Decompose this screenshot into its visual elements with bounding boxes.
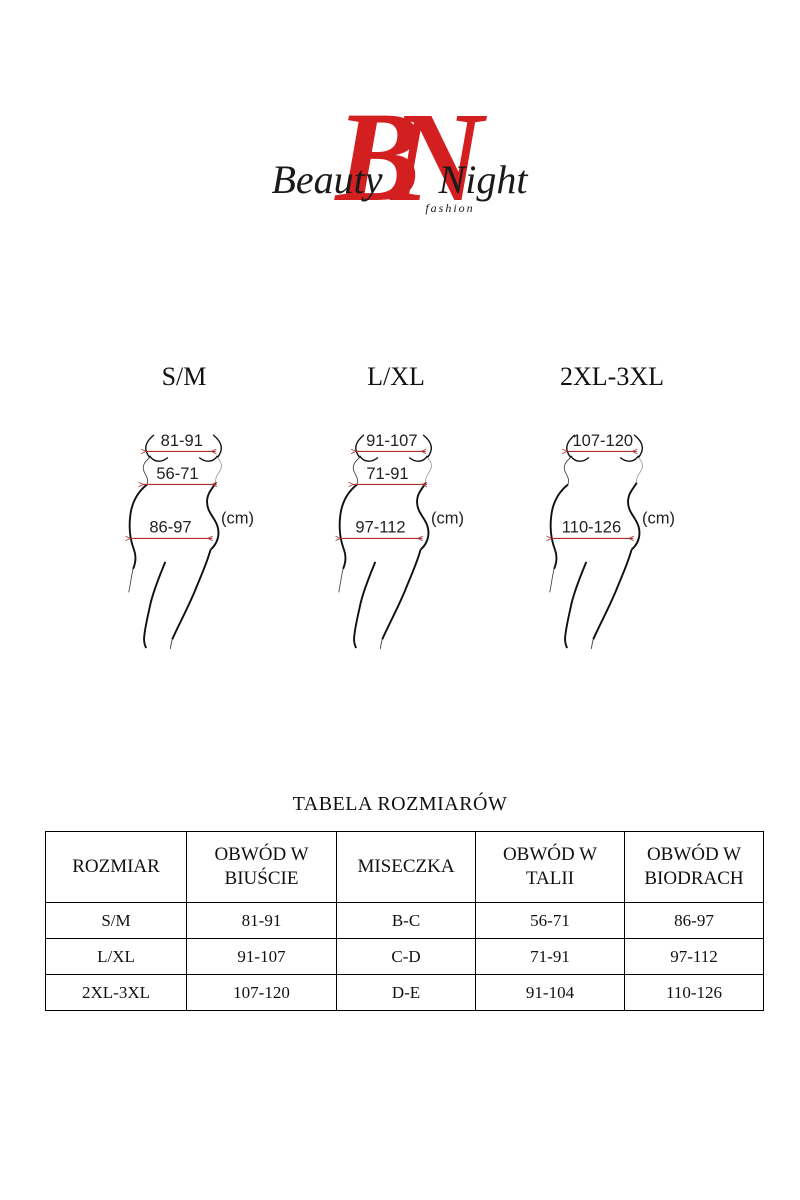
svg-text:97-112: 97-112 <box>355 517 405 536</box>
svg-text:110-126: 110-126 <box>562 517 621 536</box>
svg-text:91-107: 91-107 <box>366 431 417 450</box>
svg-text:Night: Night <box>438 157 529 202</box>
svg-text:fashion: fashion <box>425 201 474 215</box>
svg-text:81-91: 81-91 <box>161 431 203 450</box>
svg-text:86-97: 86-97 <box>149 517 191 536</box>
svg-text:107-120: 107-120 <box>572 431 633 450</box>
svg-text:Beauty: Beauty <box>271 157 382 202</box>
svg-text:(cm): (cm) <box>642 509 675 528</box>
svg-text:(cm): (cm) <box>221 509 254 528</box>
svg-text:71-91: 71-91 <box>366 464 408 483</box>
svg-text:56-71: 56-71 <box>156 464 198 483</box>
svg-text:(cm): (cm) <box>431 509 464 528</box>
